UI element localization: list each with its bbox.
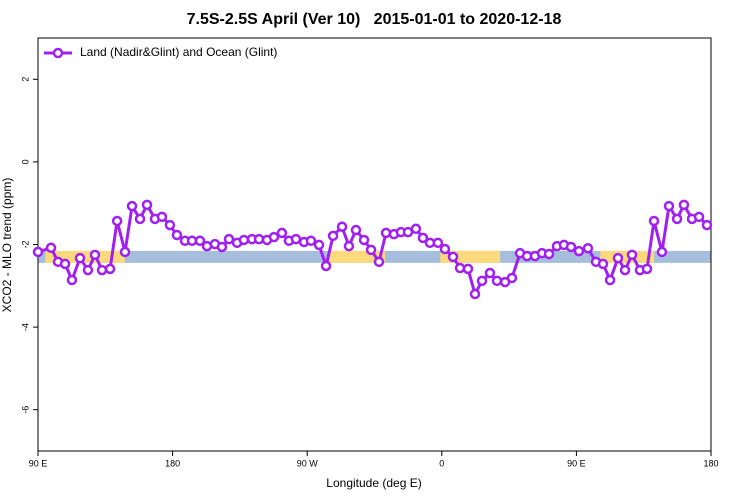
point [678, 199, 690, 211]
x-tick-label: 90 E [29, 458, 48, 468]
point [462, 263, 474, 275]
point [417, 232, 429, 244]
y-tick-label: 2 [20, 77, 30, 82]
point [194, 235, 206, 247]
point [290, 233, 302, 245]
point [656, 246, 668, 258]
point [597, 258, 609, 270]
point [573, 245, 585, 257]
point [439, 243, 451, 255]
point [89, 249, 101, 261]
point [141, 199, 153, 211]
point [626, 249, 638, 261]
y-tick-label: -6 [20, 406, 30, 414]
point [119, 246, 131, 258]
point [66, 274, 78, 286]
point [126, 200, 138, 212]
y-axis-label: XCO2 - MLO trend (ppm) [0, 178, 14, 313]
point [350, 224, 362, 236]
point [543, 248, 555, 260]
point [491, 275, 503, 287]
point [582, 242, 594, 254]
point [111, 215, 123, 227]
point [164, 219, 176, 231]
point [59, 258, 71, 270]
point [82, 264, 94, 276]
x-tick-label: 180 [165, 458, 180, 468]
point [104, 263, 116, 275]
point [648, 215, 660, 227]
plot-frame [37, 37, 712, 452]
point [410, 223, 422, 235]
x-tick-label: 90 W [297, 458, 319, 468]
point [223, 233, 235, 245]
x-tick-label: 0 [439, 458, 444, 468]
legend-marker [52, 47, 64, 59]
point [641, 263, 653, 275]
point [380, 227, 392, 239]
point [313, 239, 325, 251]
point [238, 234, 250, 246]
point [343, 240, 355, 252]
point [432, 237, 444, 249]
point [156, 211, 168, 223]
y-tick-label: -4 [20, 323, 30, 331]
point [276, 227, 288, 239]
point [32, 246, 44, 258]
point [96, 264, 108, 276]
point [619, 264, 631, 276]
point [327, 230, 339, 242]
x-axis-label: Longitude (deg E) [326, 476, 421, 490]
x-tick-label: 180 [703, 458, 718, 468]
point [565, 241, 577, 253]
y-tick-label: 0 [20, 159, 30, 164]
y-tick-label: -2 [20, 240, 30, 248]
point [45, 242, 57, 254]
point [604, 274, 616, 286]
point [469, 288, 481, 300]
point [484, 267, 496, 279]
legend-label: Land (Nadir&Glint) and Ocean (Glint) [80, 45, 277, 59]
point [693, 211, 705, 223]
point [447, 251, 459, 263]
point [506, 272, 518, 284]
point [476, 275, 488, 287]
point [336, 221, 348, 232]
point [373, 256, 385, 268]
point [305, 235, 317, 247]
point [216, 241, 228, 253]
point [663, 200, 675, 212]
point [358, 234, 370, 246]
point [701, 219, 713, 231]
point [171, 229, 183, 241]
point [268, 231, 280, 243]
point [671, 213, 683, 225]
point [612, 252, 624, 264]
point [74, 252, 86, 264]
x-tick-label: 90 E [567, 458, 586, 468]
point [320, 260, 332, 272]
point [134, 213, 146, 225]
point [365, 244, 377, 256]
chart-title: 7.5S-2.5S April (Ver 10) 2015-01-01 to 2… [187, 11, 562, 28]
